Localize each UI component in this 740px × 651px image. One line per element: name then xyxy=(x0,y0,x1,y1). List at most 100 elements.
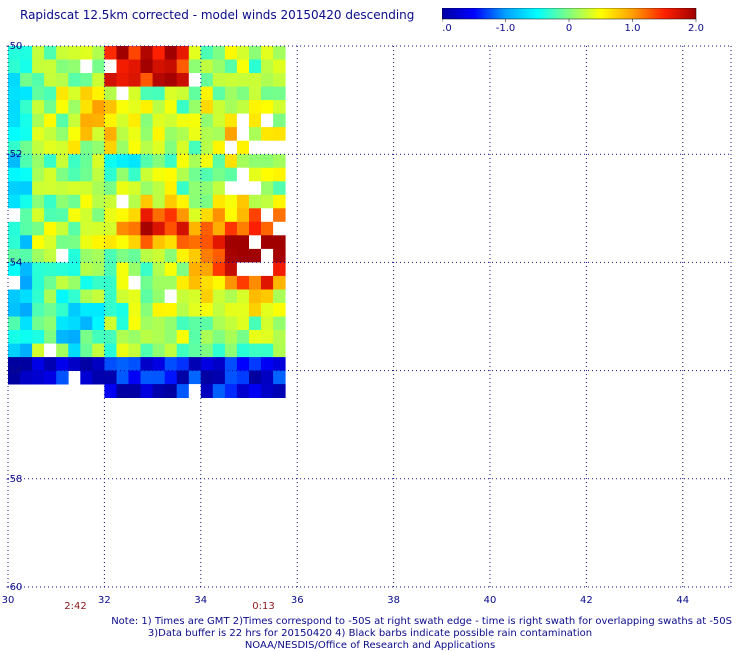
colorbar-tick-label: -2.0 xyxy=(442,23,452,34)
heatmap-cell xyxy=(116,289,129,304)
heatmap-cell xyxy=(236,343,250,358)
heatmap-cell xyxy=(261,86,274,101)
heatmap-cell xyxy=(152,370,166,385)
heatmap-cell xyxy=(273,181,286,196)
heatmap-cell xyxy=(249,221,262,236)
heatmap-cell xyxy=(104,275,117,290)
heatmap-cell xyxy=(92,235,105,250)
heatmap-cell xyxy=(188,357,202,371)
heatmap-cell xyxy=(128,235,141,250)
grid-lines xyxy=(7,45,732,588)
heatmap-cell xyxy=(80,208,93,223)
heatmap-cell xyxy=(80,194,93,209)
heatmap-cell xyxy=(20,221,33,236)
heatmap-cell xyxy=(236,275,250,290)
heatmap-cell xyxy=(128,46,141,60)
heatmap-cell xyxy=(212,86,226,101)
heatmap-cell xyxy=(104,289,117,304)
heatmap-cell xyxy=(44,181,57,196)
heatmap-cell xyxy=(176,330,190,344)
heatmap-cell xyxy=(8,303,21,317)
heatmap-cell xyxy=(236,59,250,74)
heatmap-cell xyxy=(68,357,81,371)
heatmap-cell xyxy=(249,113,262,128)
heatmap-cell xyxy=(20,316,33,331)
heatmap-cell xyxy=(104,181,117,196)
heatmap-cell xyxy=(128,289,141,304)
heatmap-cell xyxy=(176,208,190,223)
heatmap-cell xyxy=(224,181,238,196)
heatmap-cell xyxy=(261,194,274,209)
heatmap-cell xyxy=(224,194,238,209)
heatmap-cell xyxy=(128,100,141,114)
heatmap-cell xyxy=(32,208,45,223)
heatmap-cell xyxy=(128,384,141,398)
heatmap-cell xyxy=(20,248,33,263)
heatmap-cell xyxy=(20,86,33,101)
heatmap-cell xyxy=(152,384,166,398)
heatmap-cell xyxy=(92,46,105,60)
heatmap-cell xyxy=(212,154,226,169)
heatmap-cell xyxy=(116,73,129,87)
heatmap-cell xyxy=(224,73,238,87)
heatmap-cell xyxy=(176,262,190,277)
heatmap-cell xyxy=(176,248,190,263)
heatmap-cell xyxy=(224,140,238,155)
heatmap-cell xyxy=(80,86,93,101)
heatmap-cell xyxy=(152,181,166,196)
heatmap-cell xyxy=(116,208,129,223)
heatmap-cell xyxy=(236,46,250,60)
heatmap-cell xyxy=(200,73,214,87)
heatmap-cell xyxy=(164,316,178,331)
chart-title: Rapidscat 12.5km corrected - model winds… xyxy=(20,8,415,22)
heatmap-cell xyxy=(92,100,105,114)
heatmap-cell xyxy=(249,235,262,250)
heatmap-cell xyxy=(140,370,153,385)
heatmap-cell xyxy=(56,86,69,101)
heatmap-cell xyxy=(249,73,262,87)
heatmap-cell xyxy=(20,357,33,371)
heatmap-cell xyxy=(20,167,33,182)
heatmap-cell xyxy=(32,248,45,263)
colorbar: -2.0 -1.0 0 1.0 2.0 xyxy=(442,8,704,34)
heatmap-cell xyxy=(164,194,178,209)
heatmap-cell xyxy=(128,154,141,169)
heatmap-cell xyxy=(140,113,153,128)
heatmap-cell xyxy=(200,100,214,114)
heatmap-cell xyxy=(188,59,202,74)
heatmap-cell xyxy=(140,208,153,223)
heatmap-cell xyxy=(92,275,105,290)
heatmap-cell xyxy=(200,194,214,209)
heatmap-cell xyxy=(212,248,226,263)
heatmap-cell xyxy=(212,73,226,87)
heatmap-cell xyxy=(261,46,274,60)
heatmap-cell xyxy=(8,370,21,385)
heatmap-cell xyxy=(236,316,250,331)
heatmap-cell xyxy=(56,262,69,277)
heatmap-cell xyxy=(140,181,153,196)
heatmap-cell xyxy=(128,127,141,141)
heatmap-cell xyxy=(20,73,33,87)
heatmap-cell xyxy=(68,248,81,263)
heatmap-cell xyxy=(128,86,141,101)
heatmap-cell xyxy=(80,140,93,155)
heatmap-cell xyxy=(80,221,93,236)
heatmap-cell xyxy=(188,86,202,101)
heatmap-cell xyxy=(176,289,190,304)
heatmap-cell xyxy=(249,248,262,263)
heatmap-cell xyxy=(32,370,45,385)
time-label: 2:42 xyxy=(64,601,86,612)
footnote-line-1: Note: 1) Times are GMT 2)Times correspon… xyxy=(111,616,732,627)
heatmap-cell xyxy=(44,73,57,87)
heatmap-cell xyxy=(164,73,178,87)
heatmap-cell xyxy=(273,275,286,290)
heatmap-cell xyxy=(128,181,141,196)
heatmap-cell xyxy=(68,262,81,277)
heatmap-cell xyxy=(8,235,21,250)
heatmap-cell xyxy=(188,154,202,169)
heatmap-cell xyxy=(249,127,262,141)
heatmap-cell xyxy=(273,289,286,304)
heatmap-cell xyxy=(56,140,69,155)
heatmap-cell xyxy=(8,127,21,141)
heatmap-cell xyxy=(164,384,178,398)
